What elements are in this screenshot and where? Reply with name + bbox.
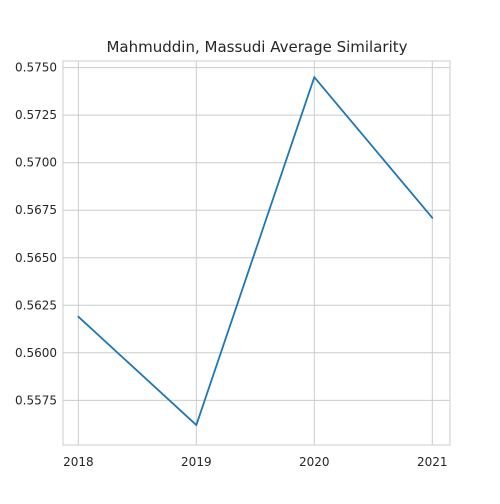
data-point xyxy=(313,76,315,78)
y-tick-label: 0.5700 xyxy=(15,156,57,170)
y-tick-label: 0.5650 xyxy=(15,251,57,265)
data-point xyxy=(431,217,433,219)
y-tick-label: 0.5675 xyxy=(15,203,57,217)
plot-area-frame xyxy=(63,61,450,445)
x-tick-label: 2021 xyxy=(417,455,448,469)
grid-lines xyxy=(63,61,450,445)
chart-title: Mahmuddin, Massudi Average Similarity xyxy=(106,38,407,56)
y-axis-tick-labels: 0.5575 0.5600 0.5625 0.5650 0.5675 0.5700 0.57… xyxy=(15,61,57,408)
y-tick-label: 0.5750 xyxy=(15,61,57,75)
y-tick-label: 0.5575 xyxy=(15,393,57,407)
x-tick-label: 2019 xyxy=(181,455,212,469)
y-tick-label: 0.5725 xyxy=(15,108,57,122)
y-tick-label: 0.5625 xyxy=(15,298,57,312)
y-tick-label: 0.5600 xyxy=(15,346,57,360)
x-tick-label: 2018 xyxy=(63,455,94,469)
series-layer xyxy=(77,76,433,426)
x-tick-label: 2020 xyxy=(299,455,330,469)
series-line xyxy=(78,77,432,425)
data-point xyxy=(77,316,79,318)
x-axis-tick-labels: 2018 2019 2020 2021 xyxy=(63,455,448,469)
data-point xyxy=(195,424,197,426)
